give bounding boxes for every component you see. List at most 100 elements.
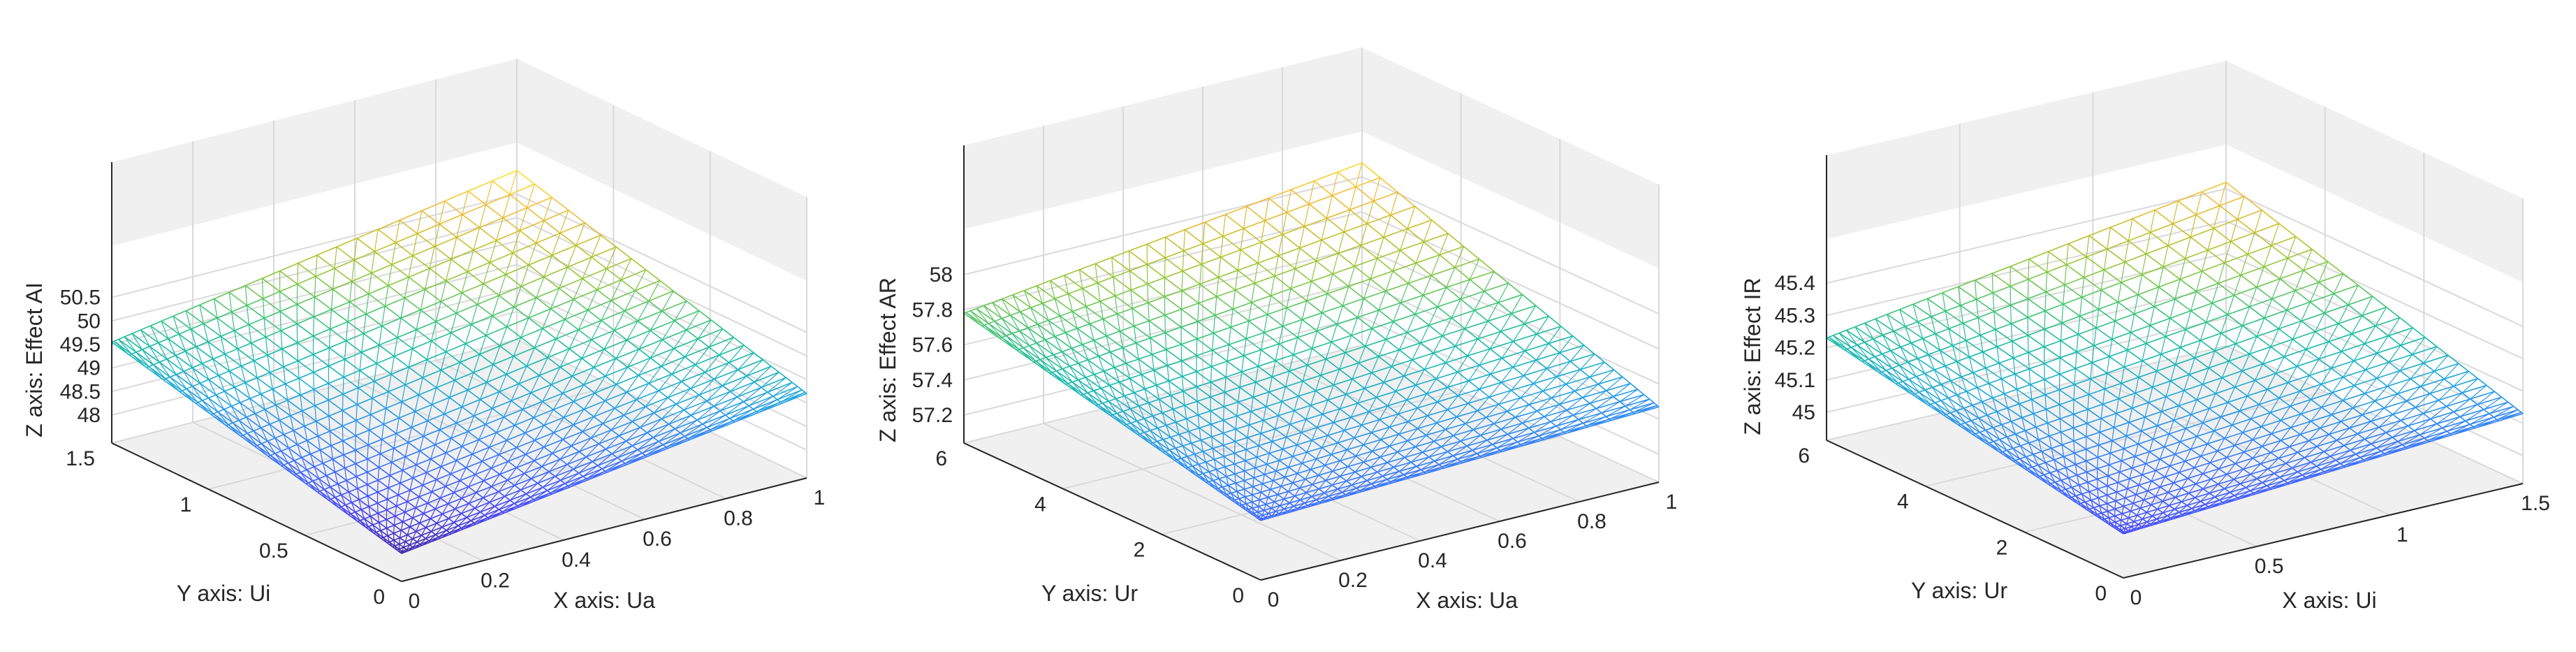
mesh-line xyxy=(605,375,617,385)
mesh-line xyxy=(1076,323,1090,329)
mesh-line xyxy=(159,361,177,375)
mesh-line xyxy=(367,479,379,486)
mesh-line xyxy=(131,352,137,355)
mesh-line xyxy=(673,348,685,358)
mesh-line xyxy=(1238,396,1254,403)
mesh-line xyxy=(313,335,330,349)
mesh-line xyxy=(661,300,687,312)
mesh-diagonal xyxy=(737,382,755,398)
mesh-line xyxy=(1220,249,1241,258)
mesh-diagonal xyxy=(202,400,214,414)
mesh-line xyxy=(627,366,639,376)
mesh-diagonal xyxy=(234,386,241,403)
mesh-line xyxy=(1324,488,1338,494)
mesh-line xyxy=(528,264,545,277)
mesh-line xyxy=(558,287,574,300)
mesh-line xyxy=(113,338,119,342)
mesh-line xyxy=(358,495,368,500)
mesh-line xyxy=(496,432,508,441)
mesh-line xyxy=(1318,484,1333,490)
mesh-line xyxy=(386,407,400,419)
mesh-diagonal xyxy=(217,317,221,337)
mesh-diagonal xyxy=(520,265,529,287)
mesh-line xyxy=(1415,254,1440,264)
mesh-line xyxy=(460,354,481,363)
mesh-diagonal xyxy=(586,468,603,479)
mesh-line xyxy=(1198,461,1206,465)
mesh-line xyxy=(1630,402,1655,411)
mesh-diagonal xyxy=(451,423,458,439)
mesh-line xyxy=(667,388,691,398)
mesh-line xyxy=(408,358,427,368)
mesh-diagonal xyxy=(148,366,164,380)
mesh-diagonal xyxy=(207,398,219,412)
mesh-line xyxy=(293,457,302,461)
mesh-diagonal xyxy=(334,247,337,269)
mesh-line xyxy=(283,360,298,368)
mesh-diagonal xyxy=(592,449,606,462)
mesh-diagonal xyxy=(587,470,606,481)
mesh-diagonal xyxy=(462,191,469,215)
mesh-line xyxy=(560,472,579,481)
mesh-diagonal xyxy=(283,434,289,449)
mesh-line xyxy=(1361,419,1380,426)
mesh-diagonal xyxy=(344,468,347,481)
mesh-diagonal xyxy=(484,506,495,516)
mesh-line xyxy=(418,387,437,396)
mesh-line xyxy=(471,315,493,325)
mesh-diagonal xyxy=(414,394,420,412)
mesh-line xyxy=(1380,451,1398,458)
mesh-line xyxy=(1216,466,1225,470)
mesh-diagonal xyxy=(702,410,721,425)
mesh-diagonal xyxy=(528,242,537,266)
mesh-line xyxy=(275,405,291,416)
mesh-diagonal xyxy=(519,499,534,508)
mesh-line xyxy=(1214,456,1224,461)
mesh-line xyxy=(767,382,793,393)
mesh-line xyxy=(1232,302,1252,310)
mesh-line xyxy=(425,537,430,542)
mesh-line xyxy=(453,492,462,499)
mesh-diagonal xyxy=(520,317,529,338)
mesh-line xyxy=(1223,441,1236,446)
wall-band xyxy=(964,48,1362,229)
mesh-diagonal xyxy=(513,286,522,307)
mesh-line xyxy=(582,423,603,433)
mesh-line xyxy=(388,384,406,393)
mesh-diagonal xyxy=(541,453,553,467)
mesh-diagonal xyxy=(478,204,487,228)
mesh-line xyxy=(403,546,407,551)
mesh-line xyxy=(1312,479,1326,485)
mesh-diagonal xyxy=(499,500,511,510)
mesh-line xyxy=(1345,345,1366,354)
mesh-line xyxy=(627,339,640,350)
mesh-line xyxy=(131,333,150,347)
mesh-line xyxy=(635,280,661,291)
mesh-line xyxy=(686,319,712,331)
mesh-line xyxy=(1243,349,1261,356)
mesh-line xyxy=(451,467,467,474)
mesh-line xyxy=(1235,282,1255,291)
mesh-diagonal xyxy=(217,411,229,426)
mesh-line xyxy=(601,461,622,470)
mesh-line xyxy=(1382,470,1400,477)
mesh-line xyxy=(489,252,513,263)
mesh-diagonal xyxy=(153,364,166,379)
mesh-diagonal xyxy=(416,310,421,330)
mesh-line xyxy=(1426,386,1448,395)
mesh-diagonal xyxy=(402,456,406,471)
mesh-diagonal xyxy=(490,454,499,469)
mesh-line xyxy=(462,439,479,447)
mesh-diagonal xyxy=(746,359,763,377)
mesh-line xyxy=(1377,466,1394,473)
mesh-line xyxy=(1347,461,1364,468)
grid-x-floor xyxy=(273,400,564,541)
mesh-line xyxy=(1546,361,1571,370)
mesh-line xyxy=(1434,455,1454,462)
mesh-line xyxy=(518,375,540,384)
mesh-diagonal xyxy=(483,486,492,498)
mesh-line xyxy=(265,330,281,338)
mesh-line xyxy=(1113,270,1130,278)
mesh-line xyxy=(1213,478,1220,481)
mesh-line xyxy=(1111,250,1129,259)
